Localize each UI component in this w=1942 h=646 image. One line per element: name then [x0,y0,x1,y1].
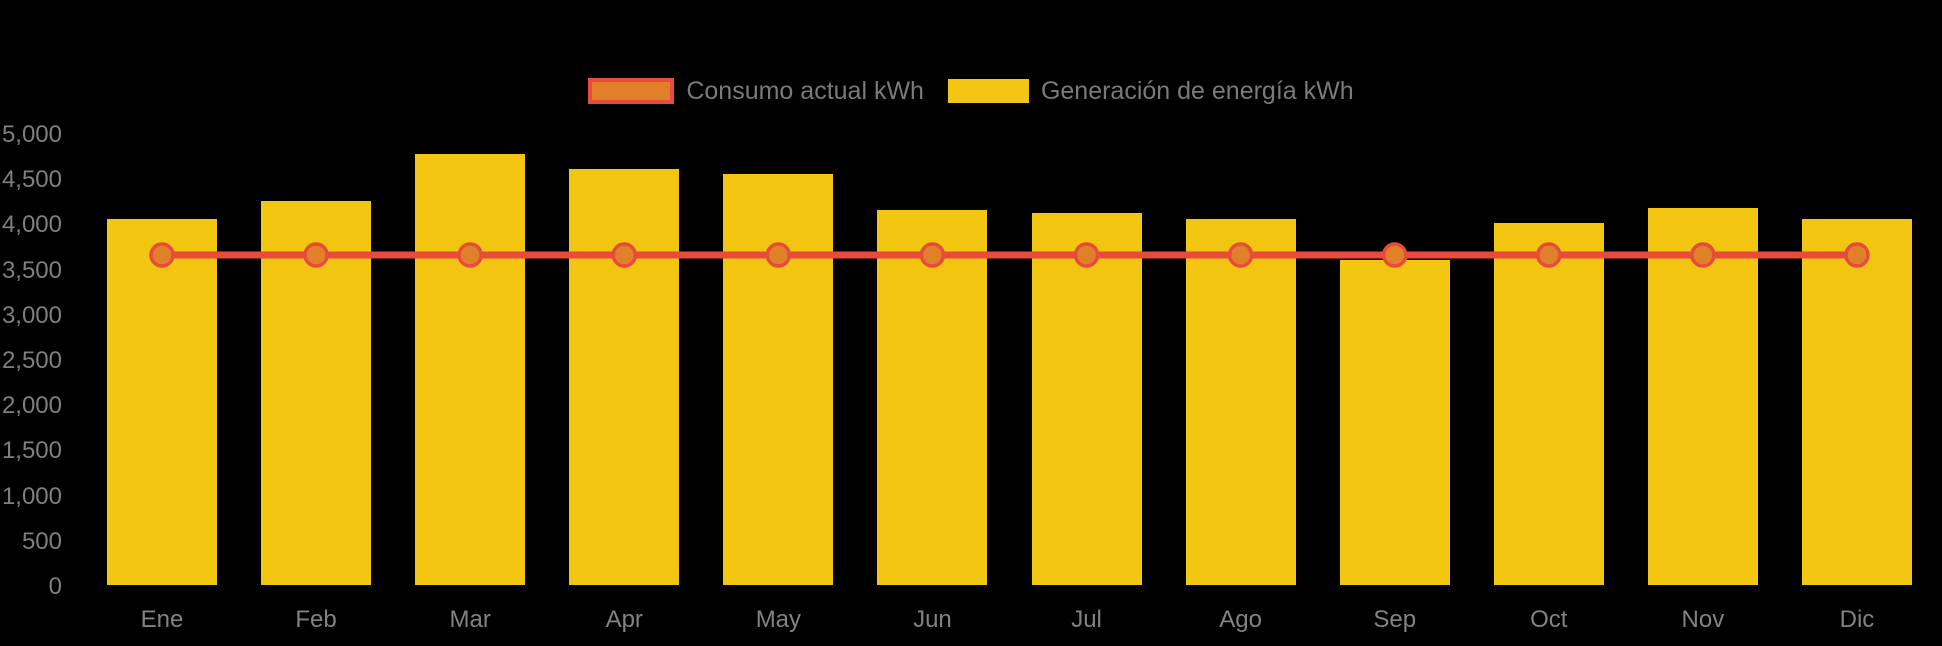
generacion-bar[interactable] [569,169,680,585]
generacion-bar-swatch [947,79,1029,103]
y-axis-tick-label: 5,000 [1,121,62,148]
chart-legend: Consumo actual kWh Generación de energía… [0,78,1942,104]
y-axis-tick-label: 0 [48,573,62,600]
generacion-bar[interactable] [723,173,834,585]
y-axis-tick-label: 2,500 [1,347,62,374]
x-axis-month-label: Feb [295,606,337,633]
y-axis-tick-label: 3,500 [1,256,62,284]
y-axis-tick-label: 1,500 [1,437,62,465]
generacion-bar[interactable] [1031,212,1142,585]
generacion-bar[interactable] [415,153,526,585]
x-axis-month-label: Ene [140,606,184,633]
generacion-bar[interactable] [877,209,988,585]
y-axis-tick-label: 3,000 [1,301,62,329]
x-axis-month-label: Oct [1530,606,1568,633]
generacion-bar[interactable] [1185,218,1296,585]
y-axis-tick-label: 2,000 [1,392,62,420]
generacion-bar[interactable] [1339,259,1450,585]
legend-label-generacion: Generación de energía kWh [1040,77,1354,105]
y-axis-tick-label: 4,000 [1,211,62,239]
x-axis-month-label: Dic [1839,606,1875,633]
y-axis-tick-label: 500 [21,527,62,555]
generacion-bar[interactable] [1493,223,1604,585]
x-axis-month-label: Ago [1219,606,1262,633]
x-axis-month-label: Nov [1681,606,1725,633]
y-axis-tick-label: 1,000 [1,482,62,510]
consumo-line-swatch [588,78,675,104]
x-axis-month-label: Apr [605,606,643,633]
x-axis-month-label: Mar [449,606,491,633]
x-axis-month-label: May [755,606,802,633]
x-axis-month-label: Jul [1071,606,1102,633]
generacion-bar[interactable] [1801,218,1912,585]
legend-item-generacion[interactable]: Generación de energía kWh [947,77,1354,105]
generacion-bar[interactable] [107,218,217,585]
y-axis-tick-label: 4,500 [1,166,62,194]
generacion-bar[interactable] [1647,208,1758,585]
x-axis-month-label: Sep [1373,606,1417,633]
legend-label-consumo: Consumo actual kWh [686,77,924,105]
x-axis-month-label: Jun [913,606,952,633]
generacion-bar[interactable] [261,200,372,585]
legend-item-consumo[interactable]: Consumo actual kWh [588,78,924,104]
